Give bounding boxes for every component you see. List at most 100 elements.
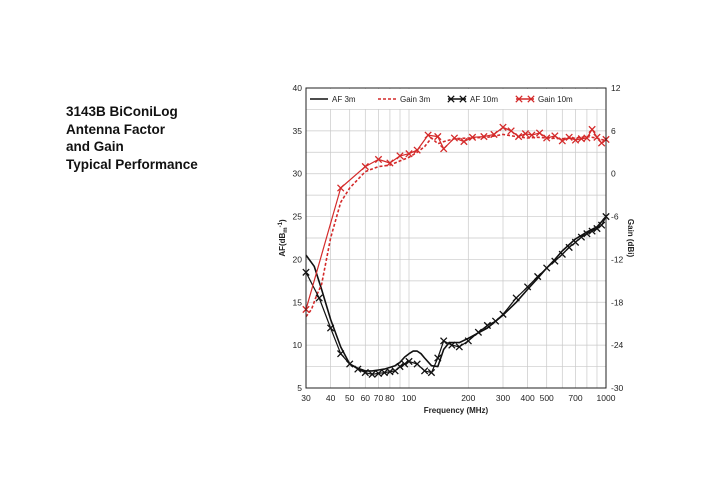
series-marker [535,129,544,137]
x-tick-label: 200 [461,393,475,403]
title-line-2: Antenna Factor [66,121,166,137]
series-marker [588,125,596,134]
x-tick-label: 80 [385,393,395,403]
series-marker [420,367,429,375]
series-marker [405,150,413,158]
series-marker [490,130,498,139]
series-layer [302,123,610,378]
series-marker [346,360,354,368]
series-gain-10m [302,123,610,314]
series-line [305,133,607,318]
series-af-3m [305,216,607,372]
series-marker [507,127,515,135]
series-marker [440,337,448,345]
series-marker [583,134,591,142]
right-y-axis-label: Gain (dBi) [626,219,635,258]
y-tick-label: 30 [293,169,303,179]
y2-tick-label: 6 [611,126,616,136]
y-tick-label: 15 [293,297,303,307]
y2-tick-label: 12 [611,83,621,93]
series-marker [413,146,421,154]
series-marker [571,238,580,246]
series-marker [450,134,459,142]
y-axis-label-close: ) [278,219,287,222]
series-marker [413,360,421,368]
series-marker [483,321,492,330]
series-marker [400,360,409,368]
series-marker [558,137,566,145]
x-tick-label: 50 [345,393,355,403]
y2-tick-label: -18 [611,297,624,307]
series-marker [593,224,601,233]
series-marker [583,230,591,238]
series-af-10m [302,212,610,378]
series-line [305,216,607,375]
series-marker [337,184,345,192]
series-marker [396,152,404,160]
series-marker [597,221,606,229]
series-marker [528,131,536,139]
series-marker [474,328,483,336]
y-axis-label: AF(dBm-1) [278,219,289,257]
series-marker [565,133,573,141]
series-marker [405,357,413,366]
x-tick-label: 40 [326,393,336,403]
series-marker [427,368,436,377]
y-axis-label-main: AF(dB [278,232,287,256]
series-marker [551,257,559,265]
plot-frame [305,87,607,389]
y-tick-label: 25 [293,212,303,222]
series-marker [543,134,551,142]
series-marker [480,132,488,141]
series-marker [455,343,463,351]
y-tick-label: 40 [293,83,303,93]
series-marker [491,317,500,325]
legend-label: AF 3m [332,95,356,104]
x-tick-label: 30 [301,393,311,403]
x-tick-label: 60 [361,393,371,403]
series-marker [558,250,566,258]
series-marker [396,362,404,371]
legend: AF 3m Gain 3m AF 10m Gain 10m [310,95,573,104]
series-marker [543,264,551,272]
y2-tick-label: -6 [611,212,619,222]
legend-label: Gain 10m [538,95,573,104]
chart-title-block: 3143B BiConiLog Antenna Factor and Gain … [66,103,266,173]
series-line [305,126,607,310]
series-marker [565,243,573,252]
legend-marker [447,95,455,103]
y-tick-label: 5 [297,383,302,393]
series-marker [499,123,507,131]
y-tick-label: 10 [293,340,303,350]
y-axis-label-sup: -1 [278,221,284,227]
legend-marker [459,95,467,103]
x-tick-label: 400 [521,393,535,403]
series-marker [514,132,523,141]
series-marker [374,369,383,378]
title-line-1: 3143B BiConiLog [66,104,178,119]
series-marker [361,368,369,377]
series-marker [386,159,394,167]
series-marker [424,131,432,139]
legend-marker [515,95,523,103]
series-marker [499,310,507,318]
series-gain-3m [305,133,607,318]
series-marker [577,233,586,241]
series-marker [434,132,442,141]
series-marker [464,337,472,345]
series-marker [512,294,520,302]
series-marker [354,365,362,373]
series-marker [523,283,532,291]
series-line [305,216,607,372]
series-marker [337,350,345,358]
series-marker [315,294,323,302]
x-tick-label: 500 [540,393,554,403]
series-marker [534,272,542,281]
y-tick-label: 35 [293,126,303,136]
antenna-chart: AF 3m Gain 3m AF 10m Gain 10m 30 40 50 60 70 80 1… [278,83,635,415]
x-tick-label: 300 [496,393,510,403]
x-axis-label: Frequency (MHz) [424,406,489,415]
series-marker [448,341,456,349]
series-marker [588,227,596,235]
series-marker [326,324,335,332]
